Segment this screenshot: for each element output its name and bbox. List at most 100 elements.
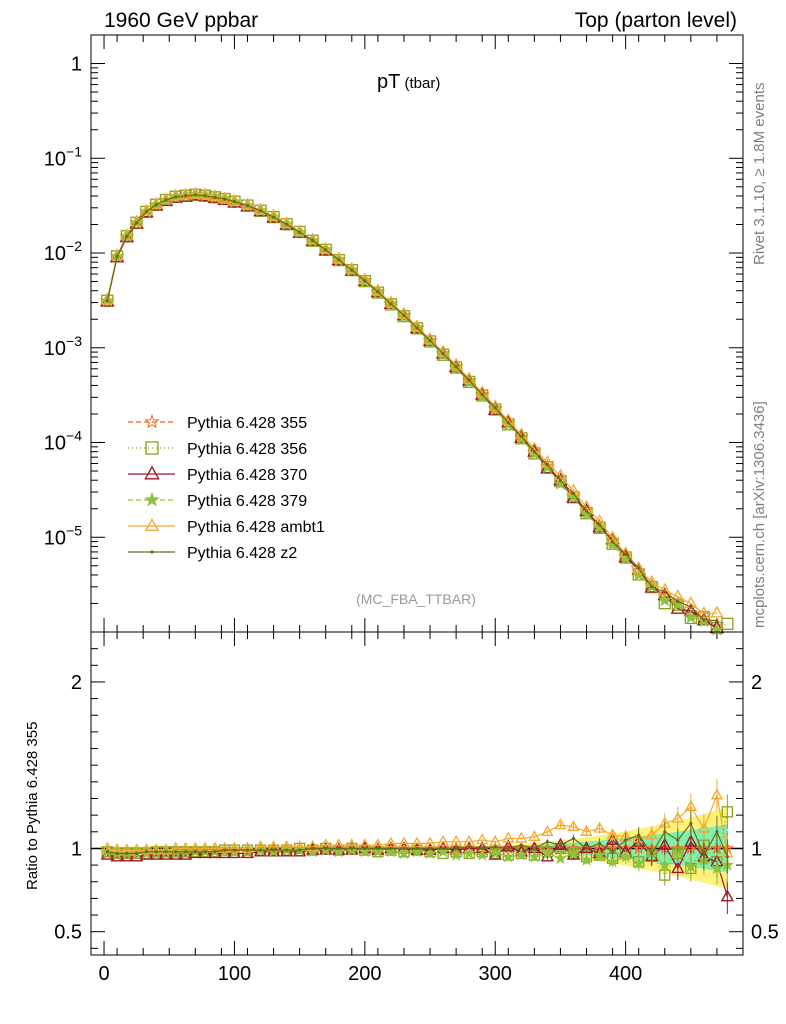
data-point: [115, 254, 119, 258]
data-point: [721, 806, 734, 818]
data-point: [363, 846, 367, 851]
ratio-series-line: [107, 822, 728, 858]
data-point: [710, 861, 724, 875]
data-point: [324, 846, 328, 851]
data-point: [271, 215, 276, 219]
data-point: [183, 194, 188, 198]
data-point: [397, 846, 411, 860]
y-tick-label: 10−2: [44, 238, 82, 265]
data-point: [410, 844, 424, 858]
analysis-label: (MC_FBA_TTBAR): [356, 591, 476, 607]
data-point: [193, 850, 197, 854]
data-point: [566, 846, 581, 860]
ratio-series-line: [107, 793, 728, 854]
data-point: [545, 840, 550, 844]
data-point: [702, 618, 706, 622]
data-point: [515, 831, 528, 843]
data-point: [697, 606, 711, 618]
data-point: [178, 187, 193, 200]
x-tick-label: 300: [479, 963, 512, 985]
data-point: [532, 846, 536, 851]
data-point: [488, 846, 502, 860]
data-point: [671, 860, 685, 874]
data-point: [337, 258, 341, 262]
data-point: [506, 846, 510, 851]
data-point: [689, 821, 693, 826]
data-point: [454, 846, 458, 851]
data-point: [428, 846, 432, 851]
data-point: [436, 834, 450, 846]
y-tick-label: 1: [71, 54, 82, 76]
data-point: [125, 234, 129, 238]
data-point: [154, 850, 158, 854]
data-point: [350, 846, 354, 851]
ratio-ylabel: Ratio to Pythia 6.428 355: [24, 722, 41, 890]
data-point: [715, 618, 719, 623]
data-point: [105, 299, 109, 303]
data-point: [130, 214, 144, 227]
data-point: [188, 186, 202, 199]
data-point: [337, 846, 341, 851]
data-point: [324, 248, 328, 252]
y-tick-label: 10−3: [44, 333, 82, 360]
data-point: [223, 848, 227, 852]
data-point: [558, 478, 563, 483]
data-point: [558, 843, 563, 847]
data-point: [689, 605, 693, 609]
data-point: [663, 590, 667, 594]
x-tick-label: 0: [98, 963, 109, 985]
data-point: [650, 851, 654, 856]
data-point: [720, 889, 735, 902]
data-point: [183, 850, 188, 854]
data-point: [125, 851, 129, 856]
ratio-y-tick-label-right: 1: [751, 838, 762, 860]
data-point: [376, 846, 380, 851]
data-point: [624, 838, 628, 842]
data-point: [232, 848, 237, 852]
ratio-plot: 0 100 200 300 400 0.5 0.5 1 1 2 2: [54, 631, 779, 985]
legend-label: Pythia 6.428 356: [187, 441, 307, 458]
x-tick-label: 400: [609, 963, 642, 985]
data-point: [241, 841, 254, 853]
data-point: [519, 843, 523, 847]
data-point: [480, 846, 484, 851]
data-point: [567, 819, 580, 831]
data-point: [253, 202, 268, 215]
data-point: [597, 523, 602, 527]
data-point: [415, 326, 419, 330]
ratio-y-tick-label-right: 0.5: [751, 922, 779, 944]
data-point: [450, 834, 463, 846]
data-point: [144, 491, 160, 507]
data-point: [144, 850, 149, 854]
data-point: [624, 552, 628, 556]
data-point: [532, 450, 536, 454]
data-point: [702, 853, 706, 857]
data-point: [100, 292, 114, 305]
data-point: [506, 421, 510, 425]
data-point: [584, 509, 589, 513]
data-point: [658, 582, 672, 595]
data-point: [203, 194, 207, 198]
data-point: [144, 518, 160, 531]
ratio-y-tick-label: 0.5: [54, 922, 82, 944]
data-point: [637, 833, 641, 837]
data-point: [545, 463, 550, 467]
series-line: [106, 194, 728, 629]
data-point: [298, 230, 302, 234]
data-point: [663, 830, 667, 834]
data-point: [218, 191, 232, 204]
data-point: [376, 290, 380, 294]
data-point: [579, 853, 594, 866]
data-point: [154, 203, 158, 207]
data-point: [311, 238, 315, 242]
data-point: [684, 799, 697, 811]
data-point: [684, 834, 698, 847]
data-point: [271, 848, 276, 852]
data-point: [174, 195, 178, 199]
data-point: [363, 279, 367, 283]
data-point: [462, 846, 476, 860]
data-point: [449, 848, 463, 861]
data-point: [298, 848, 302, 852]
data-point: [423, 846, 437, 860]
